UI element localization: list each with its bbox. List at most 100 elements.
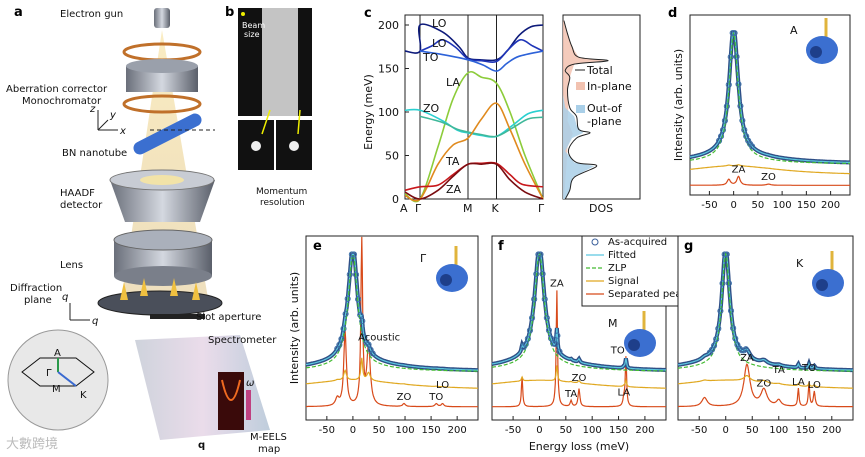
corrector-top: [126, 59, 198, 73]
branch-label-zo: ZO: [423, 102, 440, 115]
x-tick-label: 150: [797, 200, 816, 211]
data-point: [361, 334, 368, 341]
peak-label-ta: TA: [564, 389, 577, 400]
label-detector: detector: [60, 200, 103, 211]
y-tick-label: 0: [392, 193, 399, 206]
haadf-detector: [110, 180, 215, 222]
panel-letter-a: a: [14, 5, 23, 20]
nanotube-image: [262, 8, 298, 116]
panel-letter-b: b: [225, 5, 234, 20]
legend-separated-peaks: Separated peaks: [608, 289, 692, 300]
data-point: [742, 346, 749, 353]
data-point: [539, 270, 546, 278]
legend-signal: Signal: [608, 276, 639, 287]
data-point: [344, 295, 351, 302]
label-electron-gun: Electron gun: [60, 9, 123, 20]
x-tick-label: 200: [821, 200, 840, 211]
pointer-arrow: [261, 109, 271, 135]
peak-label-zo: ZO: [397, 392, 412, 403]
x-tick-label: -50: [505, 425, 521, 436]
data-point: [719, 280, 726, 287]
data-point: [346, 271, 353, 278]
x-tick-label: 50: [746, 425, 759, 436]
x-tick-label: -50: [319, 425, 335, 436]
diffraction-spots: [120, 278, 200, 300]
data-point: [363, 339, 370, 346]
data-point: [729, 29, 736, 37]
meels-dispersion: [221, 379, 241, 401]
panel-letter-e: e: [313, 239, 322, 254]
colorbar: [246, 390, 251, 420]
legend-in-plane: In-plane: [587, 80, 632, 93]
legend-swatch: [591, 238, 599, 246]
branch-zo2: [419, 115, 544, 138]
label-plane: plane: [24, 295, 52, 306]
label-lens: Lens: [60, 260, 83, 271]
data-point: [531, 296, 538, 303]
data-point: [713, 336, 720, 343]
beam-size-label-2: size: [244, 30, 260, 39]
slot-aperture: [150, 314, 205, 319]
momentum-label-2: resolution: [260, 198, 305, 208]
y-tick-label: 100: [378, 106, 399, 119]
data-point: [721, 117, 728, 124]
data-point: [524, 335, 531, 342]
data-point: [533, 270, 540, 278]
data-point: [727, 53, 734, 61]
bz-a-label: A: [54, 348, 61, 359]
data-point: [733, 53, 740, 60]
data-point: [745, 137, 752, 144]
data-point: [552, 340, 559, 347]
branch-to: [419, 50, 544, 72]
peak-label-zo: ZO: [757, 378, 772, 389]
signal-curve: [305, 357, 478, 389]
fitted-curve: [689, 32, 850, 163]
label-haadf: HAADF: [60, 188, 95, 199]
momentum-point-label: K: [796, 257, 804, 270]
data-point: [715, 325, 722, 332]
data-point: [352, 271, 360, 278]
data-point: [350, 251, 358, 258]
x-tick-label: 150: [609, 425, 628, 436]
legend-swatch-out-of-plane: [576, 105, 585, 113]
electron-gun: [154, 8, 170, 28]
branch-za: [404, 161, 544, 192]
data-point: [731, 29, 738, 37]
data-point: [365, 341, 372, 348]
x-tick-label: 200: [448, 425, 467, 436]
x-tick-label: 200: [635, 425, 654, 436]
peak-label-la: LA: [792, 377, 805, 388]
x-tick-label: 0: [350, 425, 356, 436]
momentum-point-label: A: [790, 24, 798, 37]
bz-m-label: M: [52, 384, 61, 395]
zlp-curve: [678, 252, 853, 372]
bz-gamma-label: Γ: [46, 368, 52, 379]
panel-b-images: b Beam size Momentum resolution: [225, 5, 312, 208]
haadf-hole: [140, 175, 184, 185]
label-diffraction: Diffraction: [10, 283, 62, 294]
branch-zo: [404, 108, 544, 138]
label-map: map: [258, 444, 280, 455]
x-tick-label: 150: [422, 425, 441, 436]
nanotube-hole-icon: [816, 279, 828, 291]
pointer-arrow: [297, 109, 301, 135]
data-point: [717, 133, 725, 140]
axis-qy-label: q: [62, 292, 68, 303]
fitted-curve: [305, 253, 478, 371]
data-point: [725, 280, 732, 287]
plot-frame: [404, 14, 544, 200]
omega-label: ω: [246, 378, 254, 389]
data-point: [554, 332, 561, 339]
data-point: [732, 335, 739, 342]
x-tick-label: 150: [796, 425, 815, 436]
data-point: [355, 296, 362, 303]
data-point: [725, 81, 732, 88]
x-tick-label: 100: [773, 200, 792, 211]
x-tick-label: 200: [822, 425, 841, 436]
peak-label-to: TO: [801, 363, 816, 374]
data-point: [749, 143, 756, 150]
legend-total: Total: [586, 64, 613, 77]
data-point: [541, 296, 548, 303]
